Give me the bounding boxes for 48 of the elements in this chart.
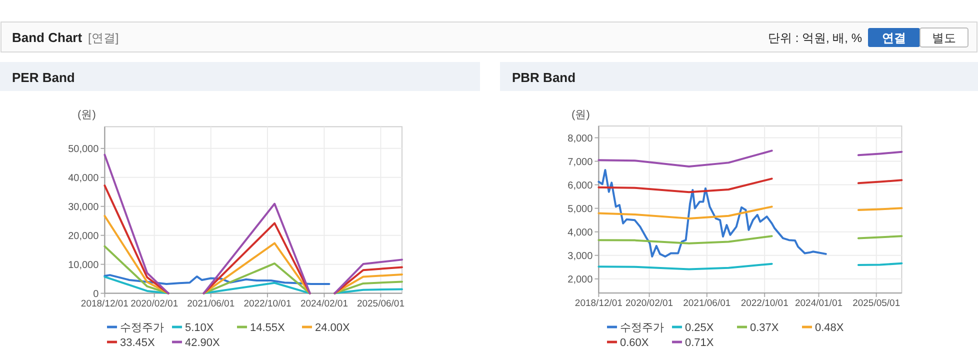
x-tick-label: 2022/10/01	[244, 298, 292, 310]
chart-title: PER Band	[12, 70, 75, 85]
legend-label: 0.48X	[815, 322, 844, 334]
y-tick-label: 2,000	[568, 274, 594, 286]
legend-label: 0.25X	[685, 322, 714, 334]
y-tick-label: 30,000	[68, 202, 100, 213]
legend-label: 수정주가	[120, 322, 164, 334]
y-tick-label: 20,000	[68, 230, 100, 242]
text: 단위 : 억원, 배, %	[768, 31, 862, 45]
legend-label: 0.60X	[620, 337, 650, 349]
y-tick-label: 3,000	[568, 250, 594, 262]
x-tick-label: 2018/12/01	[574, 298, 622, 309]
y-tick-label: 5,000	[568, 204, 594, 215]
x-tick-label: 2022/10/01	[740, 298, 788, 309]
y-tick-label: 7,000	[568, 156, 594, 168]
x-tick-label: 2024/01/01	[794, 298, 843, 309]
y-tick-label: 8,000	[568, 133, 594, 144]
y-tick-label: 50,000	[68, 144, 100, 155]
y-tick-label: 6,000	[568, 180, 594, 192]
x-tick-label: 2020/02/01	[130, 298, 178, 310]
x-tick-label: 2021/06/01	[683, 298, 731, 309]
line-series	[104, 274, 330, 286]
legend-label: 0.71X	[685, 337, 714, 349]
y-tick-label: 10,000	[68, 260, 100, 271]
legend-label: 42.90X	[185, 337, 221, 349]
legend-label: 14.55X	[250, 322, 286, 334]
x-tick-label: 2025/05/01	[852, 298, 900, 309]
chart-title: PBR Band	[512, 70, 576, 85]
y-tick-label: 4,000	[568, 227, 594, 238]
text: 연결	[882, 31, 906, 45]
y-axis-title: (원)	[78, 109, 96, 121]
x-tick-label: 2025/06/01	[356, 298, 404, 310]
y-tick-label: 40,000	[68, 172, 100, 184]
legend-label: 24.00X	[315, 322, 351, 334]
text: 별도	[932, 31, 956, 45]
legend-label: 33.45X	[120, 337, 156, 349]
x-tick-label: 2024/02/01	[300, 298, 348, 310]
x-tick-label: 2018/12/01	[80, 298, 128, 310]
line-series	[598, 168, 827, 258]
x-tick-label: 2021/06/01	[187, 298, 235, 310]
x-tick-label: 2020/02/01	[626, 298, 674, 309]
y-axis-title: (원)	[572, 109, 590, 121]
legend-label: 수정주가	[620, 322, 664, 334]
y-tick-label: 0	[93, 288, 100, 300]
text: Band Chart	[12, 30, 83, 45]
legend-label: 5.10X	[185, 322, 214, 334]
legend-label: 0.37X	[750, 322, 780, 334]
text: [연결]	[88, 31, 119, 45]
